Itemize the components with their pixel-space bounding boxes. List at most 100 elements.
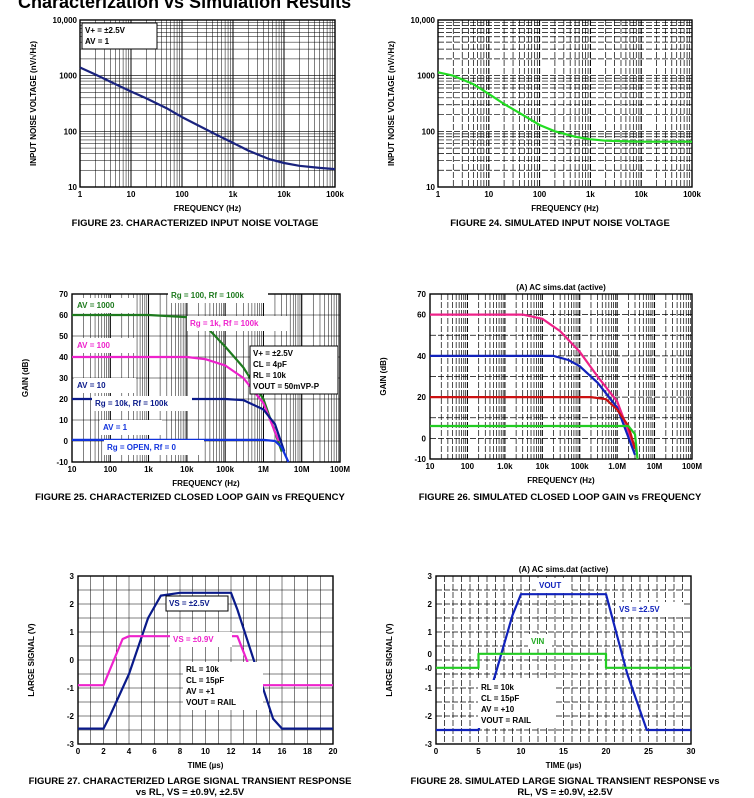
fig26-y-tick-label: 40 [417, 352, 426, 361]
fig25-note-box [104, 440, 204, 455]
fig25-y-tick-label: 20 [59, 395, 68, 404]
fig24-x-tick-label: 100k [683, 190, 701, 199]
fig28-x-tick-label: 20 [602, 747, 611, 756]
fig24-x-tick-label: 1 [436, 190, 441, 199]
fig28-plot-frame [435, 575, 692, 745]
fig25-note-box [249, 345, 339, 395]
fig25-note-line: AV = 10 [77, 381, 106, 390]
fig26-title: (A) AC sims.dat (active) [516, 283, 606, 292]
fig27-note-box [183, 662, 263, 710]
fig25-note-box [187, 316, 287, 331]
fig27-y-tick-label: -3 [67, 740, 75, 749]
fig23-y-tick-label: 100 [64, 127, 78, 136]
fig27-y-tick-label: 2 [70, 600, 75, 609]
fig25-note-box [92, 396, 192, 411]
fig26-x-tick-label: 1.0k [497, 462, 513, 471]
fig27-x-tick-label: 10 [201, 747, 210, 756]
fig23-series-noise [79, 66, 336, 171]
fig25-x-tick-label: 10k [180, 465, 194, 474]
fig28-title: (A) AC sims.dat (active) [519, 565, 609, 574]
fig25-note-line: Rg = 100, Rf = 100k [171, 291, 244, 300]
fig28-note-line: VS = ±2.5V [619, 605, 660, 614]
fig25-x-tick-label: 100 [104, 465, 118, 474]
fig26-x-axis-label: FREQUENCY (Hz) [527, 476, 595, 485]
fig25-note-line: AV = 1000 [77, 301, 115, 310]
fig24-y-tick-label: 100 [422, 127, 436, 136]
fig24-x-tick-label: 100 [533, 190, 547, 199]
fig28-note-line: AV = +10 [481, 705, 515, 714]
fig28-x-axis-label: TIME (µs) [546, 761, 582, 770]
figure-25-caption: FIGURE 25. CHARACTERIZED CLOSED LOOP GAI… [35, 492, 345, 503]
fig26-grid [429, 293, 693, 460]
fig26-x-tick-label: 100k [571, 462, 589, 471]
fig28-x-tick-label: 0 [434, 747, 439, 756]
fig28-note-line: CL = 15pF [481, 694, 519, 703]
fig26-x-tick-label: 10 [426, 462, 435, 471]
fig23-note-box [81, 22, 158, 50]
fig28-note-box [536, 578, 570, 593]
fig25-x-tick-label: 100k [216, 465, 234, 474]
fig23-y-tick-label: 10 [68, 183, 77, 192]
fig25-note-line: VOUT = 50mVP-P [253, 382, 320, 391]
figure-27-caption-line2: vs RL, VS = ±0.9V, ±2.5V [135, 787, 245, 798]
fig25-note-line: AV = 100 [77, 341, 111, 350]
fig27-x-tick-label: 6 [152, 747, 157, 756]
fig26-x-tick-label: 10k [536, 462, 550, 471]
fig25-note-box [74, 338, 136, 353]
figure-28-caption-line1: FIGURE 28. SIMULATED LARGE SIGNAL TRANSI… [410, 776, 720, 787]
fig26-y-axis-label: GAIN (dB) [379, 357, 388, 396]
fig28-note-box [528, 634, 552, 649]
fig28-y-tick-label: 2 [428, 600, 433, 609]
fig25-series-av-10 [72, 397, 286, 452]
fig28-y-tick-label: -2 [425, 712, 433, 721]
fig27-note-line: VS = ±2.5V [169, 599, 210, 608]
fig26-x-tick-label: 100 [461, 462, 475, 471]
fig27-y-tick-label: 0 [70, 656, 75, 665]
fig27-x-tick-label: 2 [101, 747, 106, 756]
fig26-y-tick-label: 0 [422, 434, 427, 443]
fig27-series-vs-2-5v [78, 591, 333, 730]
fig25-y-axis-label: GAIN (dB) [21, 359, 30, 398]
fig25-x-tick-label: 1M [258, 465, 269, 474]
fig25-y-tick-label: 70 [59, 290, 68, 299]
figure-26-caption: FIGURE 26. SIMULATED CLOSED LOOP GAIN vs… [418, 492, 702, 503]
fig25-x-tick-label: 100M [330, 465, 350, 474]
fig26-plot-frame [429, 293, 693, 460]
fig24-plot-frame [437, 19, 693, 188]
figure-28-caption: FIGURE 28. SIMULATED LARGE SIGNAL TRANSI… [380, 776, 750, 798]
fig27-note-line: VOUT = RAIL [186, 698, 236, 707]
fig23-x-tick-label: 10k [277, 190, 291, 199]
fig27-note-line: CL = 15pF [186, 676, 224, 685]
fig28-x-tick-label: 25 [644, 747, 653, 756]
fig27-note-box [165, 595, 229, 612]
fig28-x-tick-label: 30 [687, 747, 696, 756]
fig27-y-tick-label: -2 [67, 712, 75, 721]
fig25-x-tick-label: 10M [294, 465, 310, 474]
fig23-x-tick-label: 1k [229, 190, 238, 199]
fig25-note-box [74, 298, 136, 313]
fig28-x-tick-label: 10 [517, 747, 526, 756]
fig25-y-tick-label: 50 [59, 332, 68, 341]
fig27-y-tick-label: -1 [67, 684, 75, 693]
fig27-x-tick-label: 8 [178, 747, 183, 756]
fig27-x-tick-label: 12 [227, 747, 236, 756]
fig27-x-tick-label: 18 [303, 747, 312, 756]
fig25-x-tick-label: 10 [68, 465, 77, 474]
fig25-x-axis-label: FREQUENCY (Hz) [172, 479, 240, 488]
fig27-y-axis-label: LARGE SIGNAL (V) [27, 623, 36, 697]
fig26-series-40db [430, 354, 637, 456]
fig27-x-tick-label: 14 [252, 747, 261, 756]
fig28-note-line: VOUT = RAIL [481, 716, 531, 725]
page-heading: Characterization vs Simulation Results [18, 0, 352, 12]
figure-27-caption-line1: FIGURE 27. CHARACTERIZED LARGE SIGNAL TR… [28, 776, 352, 787]
fig26-series-60db [430, 313, 637, 450]
fig25-series-av-100 [72, 355, 280, 442]
fig25-y-tick-label: 60 [59, 311, 68, 320]
fig25-note-box [168, 288, 268, 303]
fig26-y-tick-label: -10 [414, 455, 426, 464]
fig25-y-tick-label: 40 [59, 353, 68, 362]
fig26-y-tick-label: 20 [417, 393, 426, 402]
fig24-y-tick-label: 1000 [417, 72, 435, 81]
fig23-note-line: V+ = ±2.5V [85, 26, 126, 35]
fig26-x-tick-label: 1.0M [608, 462, 626, 471]
